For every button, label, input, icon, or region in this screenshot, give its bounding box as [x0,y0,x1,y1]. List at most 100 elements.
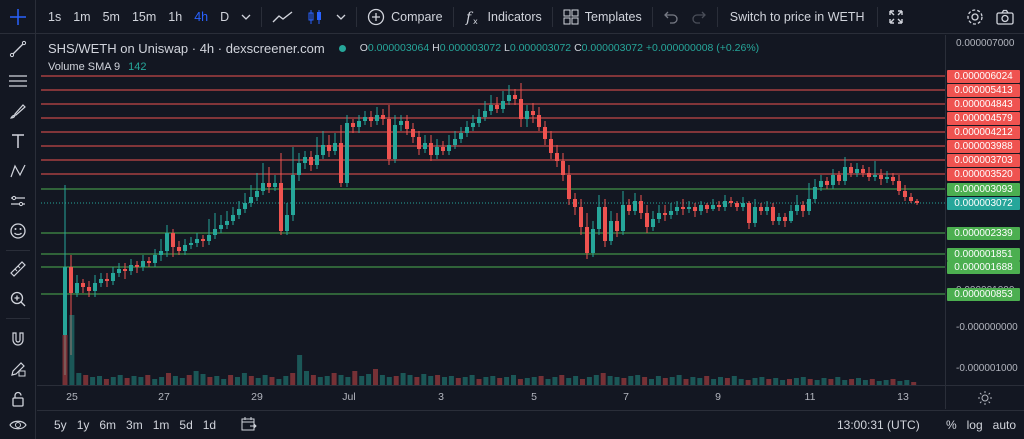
interval-4h[interactable]: 4h [194,9,209,24]
price-level-label[interactable]: 0.000003072 [947,197,1020,210]
volume-bar [214,376,220,385]
line-chart-icon [272,10,293,22]
volume-bar [856,378,861,385]
settings-button[interactable] [960,0,990,34]
interval-1m[interactable]: 1m [73,9,91,24]
candle-body [873,175,877,177]
zoom-tool[interactable] [4,286,32,312]
range-5d[interactable]: 5d [179,418,193,432]
volume-label[interactable]: Volume SMA 9 [48,61,121,73]
range-selector: 5y 1y 6m 3m 1m 5d 1d [49,418,221,432]
volume-bar [241,373,247,385]
candle-body [609,221,613,241]
price-level-label[interactable]: 0.000002339 [947,227,1020,240]
volume-bar [497,378,503,385]
price-level-label[interactable]: 0.000001688 [947,261,1020,274]
price-level-label[interactable]: 0.000000853 [947,288,1020,301]
time-tick: 3 [438,391,444,403]
undo-button[interactable] [657,0,685,34]
log-scale-toggle[interactable]: log [966,418,983,432]
price-level-label[interactable]: 0.000003093 [947,183,1020,196]
icons-tool[interactable] [4,218,32,244]
volume-bar [573,376,579,385]
candlestick-chart[interactable] [37,35,945,385]
compare-button[interactable]: Compare [361,0,448,34]
candle-body [111,273,115,281]
candle-body [225,221,229,225]
chart-pane[interactable] [37,35,945,385]
hide-drawings-tool[interactable] [4,412,32,438]
date-range-button[interactable] [241,416,257,435]
price-level-label[interactable]: 0.000003703 [947,154,1020,167]
volume-bar [207,377,213,385]
price-level-label[interactable]: 0.000003520 [947,168,1020,181]
chart-type-dropdown[interactable] [330,0,352,34]
volume-bar [649,379,654,385]
candle-body [399,121,403,125]
candle-body [663,213,667,215]
clock[interactable]: 13:00:31 (UTC) [837,418,920,432]
chart-type-line-button[interactable] [266,0,300,34]
range-6m[interactable]: 6m [99,418,117,432]
price-level-label[interactable]: 0.000006024 [947,70,1020,83]
price-level-label[interactable]: 0.000004212 [947,126,1020,139]
screenshot-button[interactable] [990,0,1024,34]
chart-settings-corner[interactable] [945,385,1024,409]
candle-body [279,183,283,231]
horizontal-lines-tool[interactable] [4,68,32,94]
fullscreen-button[interactable] [882,0,910,34]
crosshair-icon[interactable] [0,0,36,34]
pattern-icon [10,164,26,178]
price-level-label[interactable]: 0.000003988 [947,140,1020,153]
indicators-label: Indicators [487,9,542,24]
text-tool[interactable] [4,128,32,154]
volume-bar [773,378,779,385]
interval-1h[interactable]: 1h [168,9,183,24]
range-3m[interactable]: 3m [126,418,143,432]
lock-tool[interactable] [4,386,32,412]
interval-dropdown[interactable] [235,0,257,34]
chart-type-candles-button[interactable] [300,0,330,34]
range-1d[interactable]: 1d [202,418,217,432]
price-level-label[interactable]: 0.000001851 [947,248,1020,261]
candle-body [837,175,841,181]
volume-bar [835,377,841,385]
candle-body [885,177,889,179]
candle-body [765,207,769,211]
candle-body [147,261,151,263]
price-scale[interactable]: 0.000007000 0.000001000 -0.000000000 -0.… [945,35,1024,385]
interval-1s[interactable]: 1s [48,9,62,24]
interval-5m[interactable]: 5m [102,9,120,24]
prediction-tool[interactable] [4,188,32,214]
switch-price-button[interactable]: Switch to price in WETH [722,0,873,34]
volume-bar [421,374,427,385]
candle-body [375,115,379,121]
time-scale[interactable]: 25 27 29 Jul 3 5 7 9 11 13 [37,385,945,409]
candle-body [345,123,349,183]
candle-body [201,239,205,241]
templates-button[interactable]: Templates [557,0,648,34]
ruler-tool[interactable] [4,256,32,282]
brush-tool[interactable] [4,98,32,124]
lock-drawings-pencil-tool[interactable] [4,356,32,382]
candle-body [891,177,895,181]
percent-scale-toggle[interactable]: % [945,418,957,432]
candle-body [93,283,97,291]
magnet-tool[interactable] [4,326,32,352]
trend-line-tool[interactable] [4,36,32,62]
pattern-tool[interactable] [4,158,32,184]
interval-D[interactable]: D [220,9,230,24]
price-level-label[interactable]: 0.000004843 [947,98,1020,111]
candle-body [255,191,259,197]
range-1y[interactable]: 1y [76,418,90,432]
redo-button[interactable] [685,0,713,34]
volume-bar [580,379,585,385]
auto-scale-toggle[interactable]: auto [992,418,1016,432]
interval-15m[interactable]: 15m [131,9,157,24]
range-5y[interactable]: 5y [54,418,67,432]
range-1m[interactable]: 1m [152,418,170,432]
price-level-label[interactable]: 0.000005413 [947,84,1020,97]
symbol-title[interactable]: SHS/WETH on Uniswap · 4h · dexscreener.c… [48,40,325,56]
price-level-label[interactable]: 0.000004579 [947,112,1020,125]
